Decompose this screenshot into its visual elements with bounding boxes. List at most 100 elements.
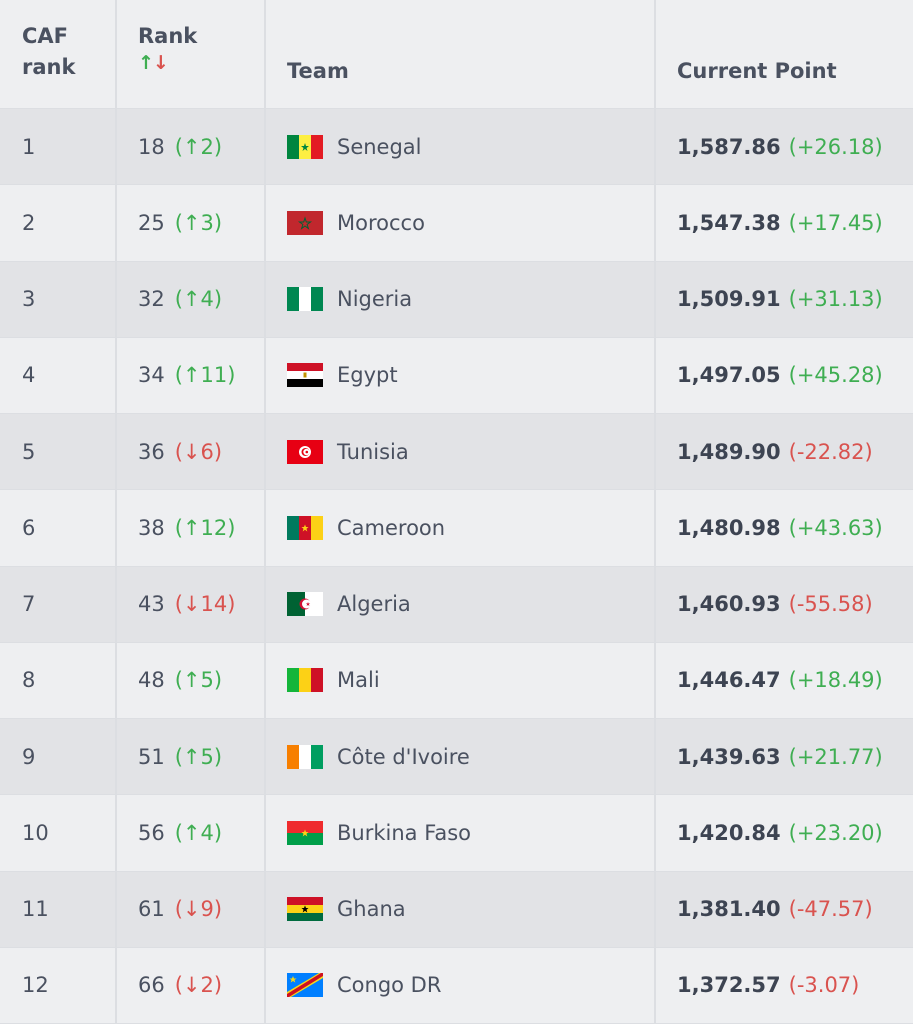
caf-rank-cell: 11 <box>0 871 117 947</box>
table-row[interactable]: 3 32 (↑4) Nigeria 1,509.91 (+31.13) <box>0 261 913 338</box>
team-name[interactable]: Tunisia <box>337 439 409 464</box>
egypt-flag-icon <box>287 363 323 388</box>
rank-change: (↑4) <box>174 287 223 312</box>
table-row[interactable]: 6 38 (↑12) Cameroon 1,480.98 (+43.63) <box>0 490 913 567</box>
table-row[interactable]: 7 43 (↓14) Algeria 1,460.93 (-55.58) <box>0 566 913 643</box>
team-name[interactable]: Egypt <box>337 363 398 388</box>
header-caf-rank-line1: CAF <box>22 24 69 48</box>
world-rank-cell: 51 (↑5) <box>117 719 266 795</box>
world-rank-value: 43 <box>138 592 165 617</box>
points-value: 1,497.05 <box>677 363 781 388</box>
points-value: 1,439.63 <box>677 744 781 769</box>
team-name[interactable]: Mali <box>337 668 380 693</box>
team-name[interactable]: Congo DR <box>337 973 442 998</box>
team-name[interactable]: Ghana <box>337 897 406 922</box>
world-rank-cell: 18 (↑2) <box>117 109 266 185</box>
team-name[interactable]: Senegal <box>337 134 422 159</box>
team-cell: Tunisia <box>266 414 656 490</box>
burkina-faso-flag-icon <box>287 820 323 845</box>
caf-rank-cell: 4 <box>0 337 117 413</box>
table-row[interactable]: 9 51 (↑5) Côte d'Ivoire 1,439.63 (+21.77) <box>0 719 913 796</box>
world-rank-cell: 61 (↓9) <box>117 871 266 947</box>
points-cell: 1,460.93 (-55.58) <box>656 567 913 642</box>
team-cell: Morocco <box>266 185 656 261</box>
team-cell: Congo DR <box>266 947 656 1023</box>
nigeria-flag-icon <box>287 287 323 312</box>
points-cell: 1,587.86 (+26.18) <box>656 109 913 184</box>
table-body: 1 18 (↑2) Senegal 1,587.86 (+26.18) 2 25 (↑3) Mor… <box>0 109 913 1024</box>
rank-change: (↑5) <box>174 668 223 693</box>
team-name[interactable]: Morocco <box>337 210 425 235</box>
team-name[interactable]: Côte d'Ivoire <box>337 744 470 769</box>
header-rank[interactable]: Rank ↑↓ <box>117 0 266 108</box>
header-team-label: Team <box>287 58 349 83</box>
caf-rank-cell: 6 <box>0 490 117 566</box>
points-cell: 1,420.84 (+23.20) <box>656 795 913 870</box>
points-value: 1,381.40 <box>677 897 781 922</box>
rank-change: (↑11) <box>174 363 236 388</box>
world-rank-value: 36 <box>138 439 165 464</box>
world-rank-value: 56 <box>138 820 165 845</box>
rank-change: (↑4) <box>174 820 223 845</box>
world-rank-cell: 36 (↓6) <box>117 414 266 490</box>
header-rank-label: Rank <box>138 24 198 48</box>
world-rank-value: 48 <box>138 668 165 693</box>
points-change: (+17.45) <box>788 210 883 235</box>
caf-rank-cell: 7 <box>0 566 117 642</box>
world-rank-value: 25 <box>138 210 165 235</box>
mali-flag-icon <box>287 668 323 693</box>
header-team[interactable]: Team <box>266 0 656 108</box>
caf-rank-value: 2 <box>22 210 36 235</box>
team-cell: Burkina Faso <box>266 795 656 871</box>
caf-rank-value: 3 <box>22 287 36 312</box>
caf-rank-value: 10 <box>22 820 49 845</box>
table-row[interactable]: 12 66 (↓2) Congo DR 1,372.57 (-3.07) <box>0 947 913 1024</box>
points-value: 1,460.93 <box>677 592 781 617</box>
team-name[interactable]: Burkina Faso <box>337 820 472 845</box>
world-rank-value: 18 <box>138 134 165 159</box>
header-current-point[interactable]: Current Point <box>656 0 913 108</box>
table-row[interactable]: 4 34 (↑11) Egypt 1,497.05 (+45.28) <box>0 337 913 414</box>
table-row[interactable]: 5 36 (↓6) Tunisia 1,489.90 (-22.82) <box>0 414 913 491</box>
sort-arrows-icon[interactable]: ↑↓ <box>138 52 169 74</box>
cameroon-flag-icon <box>287 515 323 540</box>
morocco-flag-icon <box>287 210 323 235</box>
points-cell: 1,480.98 (+43.63) <box>656 490 913 565</box>
team-name[interactable]: Algeria <box>337 592 411 617</box>
world-rank-value: 51 <box>138 744 165 769</box>
table-row[interactable]: 2 25 (↑3) Morocco 1,547.38 (+17.45) <box>0 185 913 262</box>
senegal-flag-icon <box>287 134 323 159</box>
table-row[interactable]: 10 56 (↑4) Burkina Faso 1,420.84 (+23.20) <box>0 795 913 872</box>
world-rank-cell: 38 (↑12) <box>117 490 266 566</box>
points-cell: 1,489.90 (-22.82) <box>656 414 913 489</box>
table-row[interactable]: 8 48 (↑5) Mali 1,446.47 (+18.49) <box>0 642 913 719</box>
caf-rank-cell: 1 <box>0 109 117 185</box>
points-cell: 1,439.63 (+21.77) <box>656 719 913 794</box>
table-row[interactable]: 1 18 (↑2) Senegal 1,587.86 (+26.18) <box>0 109 913 186</box>
points-cell: 1,372.57 (-3.07) <box>656 948 913 1023</box>
world-rank-cell: 48 (↑5) <box>117 642 266 718</box>
arrow-up-icon: ↑ <box>138 52 154 74</box>
table-row[interactable]: 11 61 (↓9) Ghana 1,381.40 (-47.57) <box>0 871 913 948</box>
caf-rank-value: 1 <box>22 134 36 159</box>
points-change: (-55.58) <box>788 592 873 617</box>
caf-rank-cell: 3 <box>0 261 117 337</box>
header-caf-rank[interactable]: CAF rank <box>0 0 117 108</box>
ghana-flag-icon <box>287 897 323 922</box>
caf-rank-value: 8 <box>22 668 36 693</box>
world-rank-value: 38 <box>138 515 165 540</box>
points-cell: 1,509.91 (+31.13) <box>656 262 913 337</box>
points-cell: 1,381.40 (-47.57) <box>656 872 913 947</box>
team-name[interactable]: Nigeria <box>337 287 413 312</box>
points-value: 1,372.57 <box>677 973 781 998</box>
points-cell: 1,547.38 (+17.45) <box>656 185 913 260</box>
caf-rank-cell: 2 <box>0 185 117 261</box>
team-name[interactable]: Cameroon <box>337 515 446 540</box>
congo-dr-flag-icon <box>287 973 323 998</box>
table-header: CAF rank Rank ↑↓ Team Current Point <box>0 0 913 109</box>
world-rank-cell: 56 (↑4) <box>117 795 266 871</box>
arrow-down-icon: ↓ <box>152 52 169 74</box>
rank-change: (↓6) <box>174 439 223 464</box>
team-cell: Cameroon <box>266 490 656 566</box>
